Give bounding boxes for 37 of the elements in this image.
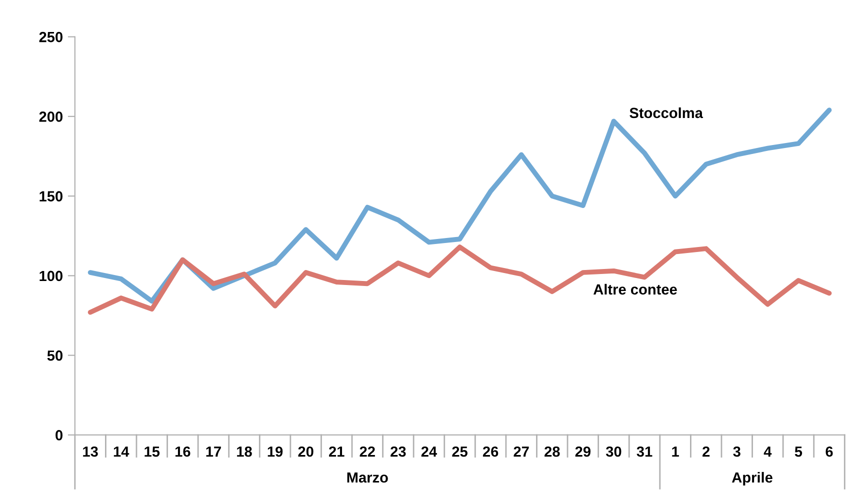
series-label: Stoccolma xyxy=(630,107,704,118)
x-tick-label: 21 xyxy=(329,446,344,457)
x-tick-label: 31 xyxy=(636,446,652,457)
x-tick-label: 20 xyxy=(298,446,314,457)
line-series xyxy=(88,108,832,304)
x-tick-label: 4 xyxy=(764,446,772,457)
x-tick-label: 16 xyxy=(175,446,190,457)
x-tick-label: 6 xyxy=(826,446,833,457)
x-tick-label: 26 xyxy=(482,446,498,457)
y-tick-label: 200 xyxy=(39,112,63,122)
x-tick-label: 25 xyxy=(452,446,468,457)
y-tick-label: 150 xyxy=(40,191,63,202)
x-tick-label: 2 xyxy=(702,446,710,457)
x-tick-label: 23 xyxy=(390,446,406,457)
line-series xyxy=(88,244,832,315)
x-tick-label: 24 xyxy=(421,446,438,457)
x-tick-label: 30 xyxy=(606,446,622,457)
y-tick-label: 100 xyxy=(40,270,63,282)
x-tick-label: 5 xyxy=(794,446,802,457)
x-tick-label: 1 xyxy=(672,446,679,457)
x-tick-label: 15 xyxy=(144,446,160,457)
x-tick-label: 22 xyxy=(360,446,375,457)
x-tick-label: 27 xyxy=(514,446,529,457)
x-tick-label: 29 xyxy=(575,446,590,457)
y-tick-label: 0 xyxy=(56,430,63,440)
text: Aprile xyxy=(732,472,772,486)
x-tick-label: 18 xyxy=(237,446,252,457)
text: Marzo xyxy=(347,472,388,483)
y-tick-label: 50 xyxy=(47,350,63,361)
x-tick-label: 28 xyxy=(544,446,560,457)
y-tick-label: 250 xyxy=(39,32,63,42)
x-tick-label: 13 xyxy=(83,446,98,457)
x-tick-label: 17 xyxy=(206,446,221,457)
x-tick-label: 19 xyxy=(268,446,283,457)
x-tick-label: 14 xyxy=(114,446,130,457)
x-tick-label: 3 xyxy=(733,446,740,457)
series-label: Altre contee xyxy=(594,284,677,295)
